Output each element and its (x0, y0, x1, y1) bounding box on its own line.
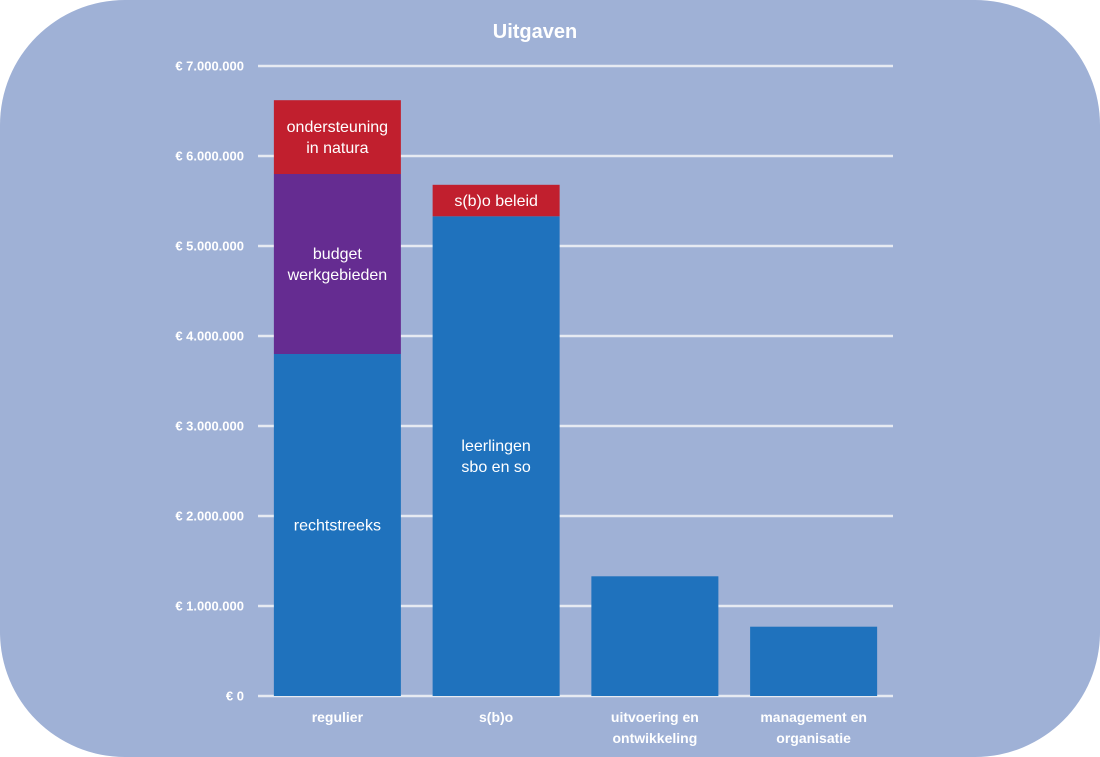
bars: rechtstreeks budget werkgebieden ondersteun… (273, 100, 878, 697)
x-category-label: s(b)o (479, 709, 513, 725)
bar-segment-label: sbo en so (461, 459, 530, 476)
chart-title: Uitgaven (493, 21, 577, 43)
bar-segment (273, 354, 401, 696)
y-tick-label: € 4.000.000 (175, 329, 244, 344)
bar-segment (273, 100, 401, 174)
y-tick-label: € 1.000.000 (175, 599, 244, 614)
y-tick-label: € 3.000.000 (175, 419, 244, 434)
x-category-label: management en (760, 709, 867, 725)
y-axis-tick-labels: € 0 € 1.000.000 € 2.000.000 € 3.000.000 € 4.… (175, 59, 244, 704)
bar-segment-label: werkgebieden (287, 267, 388, 284)
bar-segment (591, 576, 719, 696)
y-tick-label: € 2.000.000 (175, 509, 244, 524)
x-category-label: uitvoering en (611, 709, 699, 725)
y-tick-label: € 5.000.000 (175, 239, 244, 254)
bar-segment-label: leerlingen (461, 438, 530, 455)
bar-segment-label: in natura (306, 140, 368, 157)
x-axis-category-labels: regulier s(b)o uitvoering en ontwikkeling ma… (312, 709, 867, 746)
x-category-label: organisatie (776, 730, 851, 746)
y-tick-label: € 0 (226, 689, 244, 704)
x-category-label: ontwikkeling (612, 730, 697, 746)
bar-segment (750, 626, 878, 696)
bar-segment (432, 216, 560, 697)
x-category-label: regulier (312, 709, 364, 725)
y-tick-label: € 7.000.000 (175, 59, 244, 74)
bar-segment-label: budget (313, 246, 362, 263)
bar-segment-label: rechtstreeks (294, 518, 381, 535)
bar-segment-label: s(b)o beleid (454, 193, 538, 210)
y-tick-label: € 6.000.000 (175, 149, 244, 164)
bar-segment (432, 184, 560, 217)
bar-segment-label: ondersteuning (287, 119, 388, 136)
bar-segment (273, 174, 401, 354)
